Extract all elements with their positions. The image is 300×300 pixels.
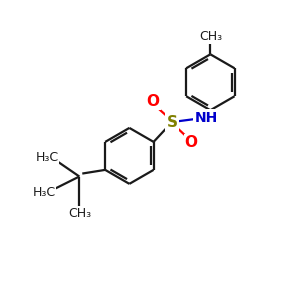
- Text: CH₃: CH₃: [68, 207, 91, 220]
- Text: NH: NH: [194, 111, 218, 124]
- Text: O: O: [146, 94, 159, 109]
- Text: O: O: [185, 135, 198, 150]
- Text: H₃C: H₃C: [32, 186, 56, 199]
- Text: CH₃: CH₃: [199, 30, 222, 43]
- Text: H₃C: H₃C: [35, 151, 58, 164]
- Text: S: S: [167, 115, 178, 130]
